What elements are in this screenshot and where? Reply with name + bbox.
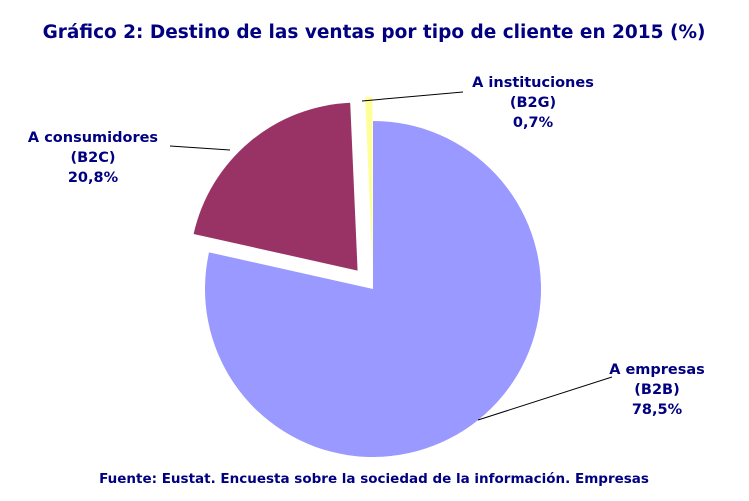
slice-label: (B2G): [510, 95, 556, 111]
value-label: 0,7%: [513, 115, 554, 131]
leader-line: [169, 145, 231, 151]
value-label: 20,8%: [68, 170, 119, 186]
chart-title: Gráfico 2: Destino de las ventas por tip…: [43, 22, 706, 43]
footnote: Fuente: Eustat. Encuesta sobre la socied…: [99, 471, 649, 487]
value-label: 78,5%: [632, 402, 683, 418]
pie-slice: [193, 102, 358, 271]
leader-line: [477, 376, 613, 421]
slice-label: A empresas: [609, 362, 705, 378]
pie-slice: [365, 97, 373, 266]
slice-label: (B2C): [70, 150, 115, 166]
leader-line: [361, 91, 464, 102]
slice-label: A instituciones: [472, 75, 594, 91]
pie-slice: [204, 121, 541, 457]
slice-label: A consumidores: [28, 130, 158, 146]
slice-label: (B2B): [634, 382, 679, 398]
